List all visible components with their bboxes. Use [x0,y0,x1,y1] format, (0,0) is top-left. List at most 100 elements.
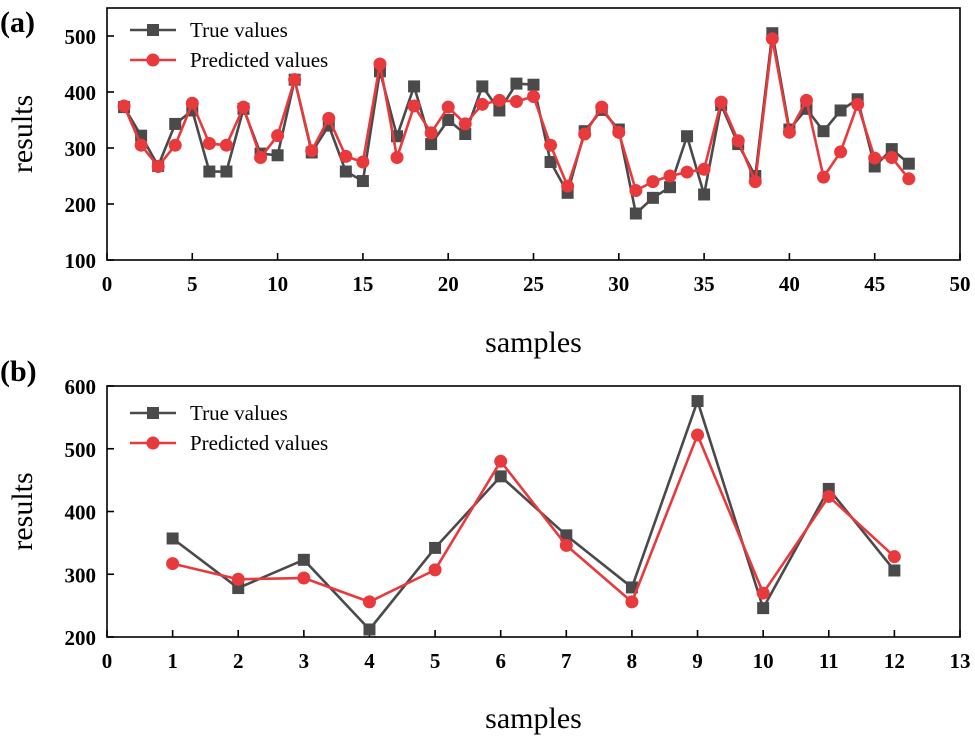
data-point-circle [219,138,233,152]
data-point-circle [731,134,745,148]
data-point-circle [817,170,831,184]
series-predicted-values [166,428,901,609]
data-point-square [363,623,376,636]
data-point-circle [185,96,199,110]
x-tick-label: 45 [864,272,885,296]
data-point-circle [373,57,387,71]
series-line [172,433,896,604]
panel-label: (a) [0,6,35,39]
data-point-circle [492,93,506,107]
data-point-circle [691,428,705,442]
y-tick-label: 500 [65,25,97,49]
data-point-square [408,80,421,93]
x-tick-label: 30 [608,272,629,296]
x-tick-label: 35 [694,272,715,296]
data-point-square [560,529,573,542]
x-tick-label: 20 [438,272,459,296]
x-tick-label: 12 [884,649,905,673]
data-point-square [476,80,489,93]
data-point-circle [254,151,268,165]
data-point-circle [544,138,558,152]
x-tick-label: 4 [364,649,375,673]
data-point-square [646,191,659,204]
data-point-circle [271,129,285,143]
data-point-circle [559,538,573,552]
data-point-circle [834,145,848,159]
data-point-square [429,541,442,554]
data-point-circle [625,595,639,609]
data-point-circle [887,550,901,564]
data-point-circle [748,175,762,189]
data-point-circle [822,489,836,503]
y-tick-label: 200 [65,626,97,650]
y-tick-label: 200 [65,193,97,217]
data-point-circle [851,97,865,111]
series-predicted-values [117,32,916,198]
data-point-circle [407,99,421,113]
data-point-circle [595,100,609,114]
data-point-square [166,532,179,545]
x-tick-label: 15 [352,272,373,296]
series-line [171,399,896,631]
x-tick-label: 13 [950,649,971,673]
data-point-circle [509,95,523,109]
y-tick-label: 400 [65,501,97,525]
y-tick-label: 600 [65,375,97,399]
data-point-circle [885,151,899,165]
x-tick-label: 10 [267,272,288,296]
data-point-square [629,207,642,220]
data-point-square [510,77,523,90]
legend: True values Predicted values [130,18,328,72]
data-point-circle [714,95,728,109]
data-point-circle [441,100,455,114]
data-point-circle [697,162,711,176]
x-tick-label: 5 [187,272,198,296]
data-point-square [544,156,557,168]
data-point-circle [117,99,131,113]
data-point-circle [428,563,442,577]
legend-marker-square [147,407,159,419]
data-point-circle [663,169,677,183]
x-tick-label: 10 [753,649,774,673]
data-point-circle [629,184,643,198]
data-point-square [681,130,694,143]
data-point-square [902,157,915,170]
plot-frame [106,7,961,261]
panel-label: (b) [0,355,37,388]
data-point-circle [339,149,353,163]
data-point-square [203,165,216,178]
legend-label: Predicted values [190,48,328,72]
data-point-circle [362,595,376,609]
y-tick-label: 400 [65,81,97,105]
data-point-square [425,138,438,151]
data-point-square [691,395,704,408]
x-tick-label: 1 [167,649,178,673]
data-point-square [297,553,310,566]
data-point-square [169,117,182,130]
data-point-circle [527,89,540,103]
data-point-square [834,104,847,117]
data-point-circle [612,125,626,139]
legend-marker-circle [146,53,160,67]
data-point-square [494,470,507,483]
data-point-square [757,602,770,615]
data-point-circle [231,572,245,586]
legend-label: Predicted values [190,431,328,455]
x-axis-title: samples [485,702,582,735]
y-axis-title: results [6,95,39,173]
data-point-circle [680,165,694,179]
data-point-square [625,581,638,594]
legend-marker-circle [146,436,160,450]
data-point-circle [168,138,182,152]
data-point-circle [765,32,779,46]
data-point-circle [782,125,796,139]
x-tick-label: 9 [692,649,703,673]
y-tick-label: 300 [65,137,97,161]
data-point-square [817,125,830,138]
data-point-circle [288,73,302,87]
data-point-square [493,104,506,117]
data-point-square [698,188,711,201]
x-axis-title: samples [485,326,582,359]
x-tick-label: 50 [950,272,971,296]
data-point-circle [458,117,472,131]
